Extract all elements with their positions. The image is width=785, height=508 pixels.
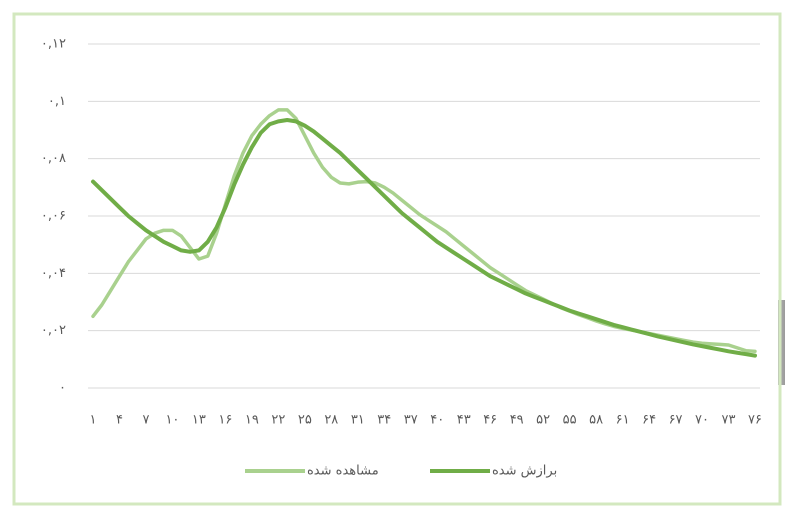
x-tick-label: ۵۸ <box>589 413 603 428</box>
x-tick-label: ۴۳ <box>457 413 471 428</box>
y-tick-label: ۰,۱ <box>48 94 66 109</box>
y-tick-label: ۰,۰۶ <box>41 209 66 224</box>
chart-area <box>16 16 778 502</box>
x-tick-label: ۱۰ <box>165 413 179 428</box>
x-tick-label: ۶۴ <box>642 413 656 428</box>
y-tick-label: ۰,۰۲ <box>41 323 66 338</box>
x-tick-label: ۷۰ <box>695 413 709 428</box>
x-tick-label: ۳۴ <box>377 413 391 428</box>
x-tick-label: ۷۶ <box>748 413 762 428</box>
x-tick-label: ۳۷ <box>404 413 418 428</box>
frame <box>12 12 782 506</box>
x-tick-label: ۵۵ <box>563 413 577 428</box>
x-tick-label: ۳۱ <box>351 413 365 428</box>
y-tick-label: ۰,۰۴ <box>41 266 66 281</box>
x-tick-label: ۱۳ <box>192 413 206 428</box>
legend-label: مشاهده شده <box>307 464 379 479</box>
x-tick-label: ۴۹ <box>510 413 524 428</box>
x-tick-label: ۴۰ <box>430 413 444 428</box>
x-tick-label: ۲۲ <box>271 413 285 428</box>
legend-label: برازش شده <box>492 464 557 479</box>
x-tick-label: ۷۳ <box>722 413 736 428</box>
x-tick-label: ۵۲ <box>536 413 550 428</box>
x-tick-label: ۲۵ <box>298 413 312 428</box>
y-tick-label: ۰,۱۲ <box>41 37 66 52</box>
x-tick-label: ۱۶ <box>218 413 232 428</box>
x-tick-label: ۱ <box>90 413 97 428</box>
x-tick-label: ۲۸ <box>324 413 338 428</box>
plot-area: ۰ ۰,۰۲ ۰,۰۴ ۰,۰۶ ۰,۰۸ ۰,۱ ۰,۱۲ ۱ ۴ ۷ ۱۰ ۱۳ ۱۶ ۱۹ ۲۲ ۲۵ ۲… <box>41 37 762 479</box>
x-tick-label: ۶۷ <box>669 413 683 428</box>
x-tick-label: ۴۶ <box>483 413 497 428</box>
x-tick-label: ۶۱ <box>616 413 630 428</box>
y-tick-label: ۰,۰۸ <box>41 151 66 166</box>
y-tick-label: ۰ <box>59 381 66 396</box>
x-tick-label: ۴ <box>116 413 123 428</box>
x-tick-label: ۷ <box>142 413 149 428</box>
x-tick-label: ۱۹ <box>245 413 259 428</box>
series-line <box>91 117 757 358</box>
